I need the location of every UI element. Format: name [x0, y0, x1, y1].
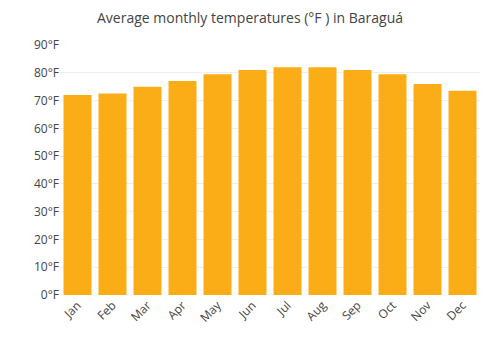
- svg-text:90°F: 90°F: [34, 36, 59, 53]
- svg-text:Jul: Jul: [272, 297, 294, 319]
- svg-text:40°F: 40°F: [34, 175, 59, 192]
- svg-text:Dec: Dec: [443, 297, 470, 324]
- svg-text:Apr: Apr: [164, 297, 190, 323]
- svg-text:Mar: Mar: [127, 297, 155, 325]
- svg-text:80°F: 80°F: [34, 64, 59, 81]
- svg-text:30°F: 30°F: [34, 203, 59, 220]
- svg-text:Jan: Jan: [60, 297, 85, 322]
- svg-text:Feb: Feb: [93, 297, 119, 323]
- svg-text:Average monthly temperatures (: Average monthly temperatures (°F ) in Ba…: [97, 8, 403, 27]
- svg-text:Nov: Nov: [407, 297, 435, 325]
- svg-text:10°F: 10°F: [34, 258, 59, 275]
- svg-text:Oct: Oct: [374, 297, 400, 323]
- svg-text:Aug: Aug: [302, 297, 330, 325]
- svg-text:0°F: 0°F: [41, 286, 59, 303]
- svg-text:20°F: 20°F: [34, 231, 59, 248]
- svg-text:Jun: Jun: [234, 297, 259, 322]
- svg-text:60°F: 60°F: [34, 120, 59, 137]
- svg-text:Sep: Sep: [338, 297, 365, 324]
- svg-text:50°F: 50°F: [34, 147, 59, 164]
- svg-text:May: May: [196, 296, 225, 325]
- svg-text:70°F: 70°F: [34, 92, 59, 109]
